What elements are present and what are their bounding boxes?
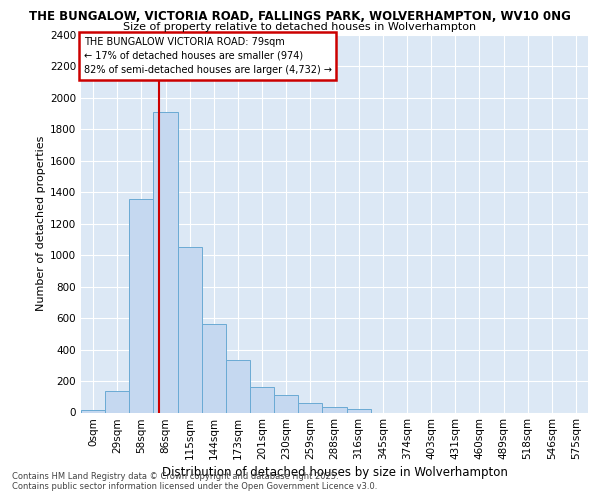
Text: Contains public sector information licensed under the Open Government Licence v3: Contains public sector information licen… — [12, 482, 377, 491]
Text: THE BUNGALOW VICTORIA ROAD: 79sqm
← 17% of detached houses are smaller (974)
82%: THE BUNGALOW VICTORIA ROAD: 79sqm ← 17% … — [83, 37, 332, 75]
Bar — [202, 324, 226, 412]
Bar — [274, 395, 298, 412]
Bar — [298, 403, 322, 412]
Text: Size of property relative to detached houses in Wolverhampton: Size of property relative to detached ho… — [124, 22, 476, 32]
Bar — [347, 408, 371, 412]
Bar — [226, 360, 250, 412]
Y-axis label: Number of detached properties: Number of detached properties — [36, 136, 46, 312]
Bar — [322, 407, 347, 412]
Bar — [178, 246, 202, 412]
Text: Contains HM Land Registry data © Crown copyright and database right 2025.: Contains HM Land Registry data © Crown c… — [12, 472, 338, 481]
Bar — [250, 386, 274, 412]
Bar — [105, 392, 129, 412]
X-axis label: Distribution of detached houses by size in Wolverhampton: Distribution of detached houses by size … — [161, 466, 508, 479]
Bar — [81, 410, 105, 412]
Bar — [154, 112, 178, 412]
Bar — [129, 198, 154, 412]
Text: THE BUNGALOW, VICTORIA ROAD, FALLINGS PARK, WOLVERHAMPTON, WV10 0NG: THE BUNGALOW, VICTORIA ROAD, FALLINGS PA… — [29, 10, 571, 23]
